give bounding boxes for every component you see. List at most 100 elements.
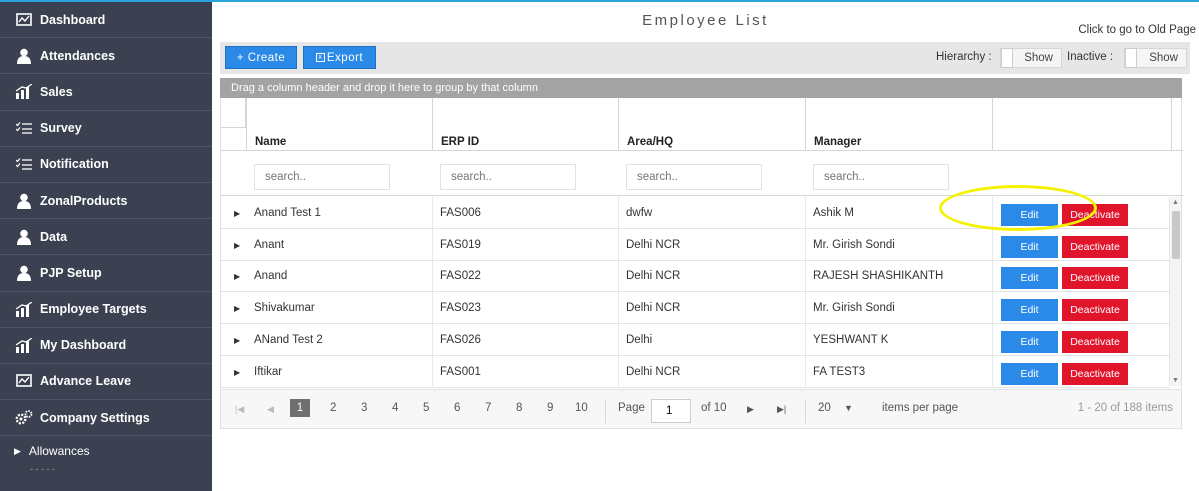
- sidebar-item-dashboard[interactable]: Dashboard: [0, 2, 212, 39]
- search-input-manager[interactable]: [813, 164, 949, 190]
- cell-erp-id: FAS019: [440, 239, 481, 251]
- table-row[interactable]: ▶ ANand Test 2 FAS026 Delhi YESHWANT K E…: [221, 324, 1170, 356]
- cell-manager: Ashik M: [813, 207, 854, 219]
- deactivate-button[interactable]: Deactivate: [1062, 331, 1128, 353]
- cell-manager: FA TEST3: [813, 366, 866, 378]
- group-drop-area[interactable]: Drag a column header and drop it here to…: [220, 78, 1182, 98]
- column-header-name[interactable]: Name: [246, 98, 433, 151]
- cell-erp-id: FAS023: [440, 302, 481, 314]
- cell-area: Delhi NCR: [626, 270, 681, 282]
- sidebar-item-employee-targets[interactable]: Employee Targets: [0, 292, 212, 328]
- pager-separator: [805, 399, 806, 423]
- cell-area: Delhi NCR: [626, 366, 681, 378]
- old-page-link[interactable]: Click to go to Old Page: [1078, 24, 1196, 36]
- export-label: Export: [326, 51, 364, 64]
- page-link[interactable]: 8: [516, 402, 523, 414]
- cell-name: ANand Test 2: [254, 334, 323, 346]
- table-row[interactable]: ▶ Anand Test 1 FAS006 dwfw Ashik M Edit …: [221, 197, 1170, 229]
- sidebar-item-sales[interactable]: Sales: [0, 74, 212, 111]
- column-header-manager[interactable]: Manager: [805, 98, 992, 151]
- edit-button[interactable]: Edit: [1001, 299, 1058, 321]
- search-input-erp-id[interactable]: [440, 164, 576, 190]
- column-header-area-hq[interactable]: Area/HQ: [618, 98, 805, 151]
- scrollbar-thumb[interactable]: [1172, 211, 1180, 259]
- sidebar-item-label: ZonalProducts: [40, 193, 128, 208]
- scroll-down-icon[interactable]: ▼: [1172, 377, 1179, 384]
- sidebar-item-attendances[interactable]: Attendances: [0, 38, 212, 75]
- cell-erp-id: FAS006: [440, 207, 481, 219]
- deactivate-button[interactable]: Deactivate: [1062, 363, 1128, 385]
- vertical-scrollbar[interactable]: ▲ ▼: [1169, 197, 1181, 386]
- checklist-icon: [14, 120, 34, 136]
- expand-row-icon[interactable]: ▶: [234, 304, 241, 313]
- expand-row-icon[interactable]: ▶: [234, 209, 241, 218]
- edit-button[interactable]: Edit: [1001, 267, 1058, 289]
- search-input-name[interactable]: [254, 164, 390, 190]
- page-link[interactable]: 5: [423, 402, 430, 414]
- sidebar-item-label: Notification: [40, 157, 109, 172]
- checklist-icon: [14, 156, 34, 172]
- create-button[interactable]: + Create: [225, 46, 297, 69]
- sidebar-item-advance-leave[interactable]: Advance Leave: [0, 364, 212, 401]
- sidebar-item-allowances[interactable]: ▶ Allowances: [0, 436, 212, 466]
- expand-row-icon[interactable]: ▶: [234, 272, 241, 281]
- column-header-label: Name: [255, 136, 287, 148]
- page-link[interactable]: 2: [330, 402, 337, 414]
- user-icon: [14, 229, 34, 245]
- prev-page-icon[interactable]: ◀: [267, 404, 274, 414]
- page-link[interactable]: 9: [547, 402, 554, 414]
- edit-button[interactable]: Edit: [1001, 236, 1058, 258]
- next-page-icon[interactable]: ▶: [747, 404, 754, 414]
- scroll-up-icon[interactable]: ▲: [1172, 199, 1179, 206]
- page-number-input[interactable]: [651, 399, 691, 423]
- column-header-erp-id[interactable]: ERP ID: [432, 98, 619, 151]
- page-link[interactable]: 1: [290, 399, 310, 417]
- page-link[interactable]: 6: [454, 402, 461, 414]
- sidebar-item-label: Advance Leave: [40, 374, 132, 389]
- sidebar-item-pjp-setup[interactable]: PJP Setup: [0, 255, 212, 292]
- sidebar-item-label: Dashboard: [40, 12, 106, 27]
- hierarchy-toggle[interactable]: Show: [1000, 48, 1062, 68]
- cell-name: Anand: [254, 270, 288, 282]
- deactivate-button[interactable]: Deactivate: [1062, 236, 1128, 258]
- page-size-select[interactable]: 20 ▼: [818, 402, 878, 414]
- page-link[interactable]: 10: [575, 402, 588, 414]
- monitor-icon: [14, 12, 34, 28]
- table-row[interactable]: ▶ Iftikar FAS001 Delhi NCR FA TEST3 Edit…: [221, 356, 1170, 388]
- page-link[interactable]: 7: [485, 402, 492, 414]
- sidebar-item-zonalproducts[interactable]: ZonalProducts: [0, 183, 212, 220]
- chevron-down-icon: ▼: [844, 403, 853, 413]
- deactivate-button[interactable]: Deactivate: [1062, 299, 1128, 321]
- cell-name: Shivakumar: [254, 302, 315, 314]
- first-page-icon[interactable]: |◀: [235, 404, 245, 414]
- expand-row-icon[interactable]: ▶: [234, 336, 241, 345]
- table-row[interactable]: ▶ Anand FAS022 Delhi NCR RAJESH SHASHIKA…: [221, 260, 1170, 292]
- page-link[interactable]: 4: [392, 402, 399, 414]
- edit-button[interactable]: Edit: [1001, 331, 1058, 353]
- sidebar-item-my-dashboard[interactable]: My Dashboard: [0, 328, 212, 364]
- sidebar-item-company-settings[interactable]: Company Settings: [0, 400, 212, 437]
- cell-name: Anant: [254, 239, 285, 251]
- last-page-icon[interactable]: ▶|: [777, 404, 787, 414]
- expand-row-icon[interactable]: ▶: [234, 241, 241, 250]
- edit-button[interactable]: Edit: [1001, 363, 1058, 385]
- export-button[interactable]: x Export: [303, 46, 376, 69]
- deactivate-button[interactable]: Deactivate: [1062, 267, 1128, 289]
- edit-button[interactable]: Edit: [1001, 204, 1058, 226]
- deactivate-button[interactable]: Deactivate: [1062, 204, 1128, 226]
- search-input-area-hq[interactable]: [626, 164, 762, 190]
- items-per-page-label: items per page: [882, 402, 959, 414]
- table-row[interactable]: ▶ Anant FAS019 Delhi NCR Mr. Girish Sond…: [221, 229, 1170, 261]
- expand-row-icon[interactable]: ▶: [234, 368, 241, 377]
- page-label: Page: [618, 402, 645, 414]
- toolbar: + Create x Export Hierarchy : Show Inacti…: [220, 42, 1190, 74]
- sidebar-item-data[interactable]: Data: [0, 219, 212, 256]
- sidebar-item-survey[interactable]: Survey: [0, 111, 212, 147]
- sidebar-item-label: Data: [40, 229, 68, 244]
- sidebar-item-notification[interactable]: Notification: [0, 147, 212, 183]
- table-row[interactable]: ▶ Shivakumar FAS023 Delhi NCR Mr. Girish…: [221, 292, 1170, 324]
- inactive-toggle[interactable]: Show: [1124, 48, 1187, 68]
- page-link[interactable]: 3: [361, 402, 368, 414]
- cell-area: dwfw: [626, 207, 653, 219]
